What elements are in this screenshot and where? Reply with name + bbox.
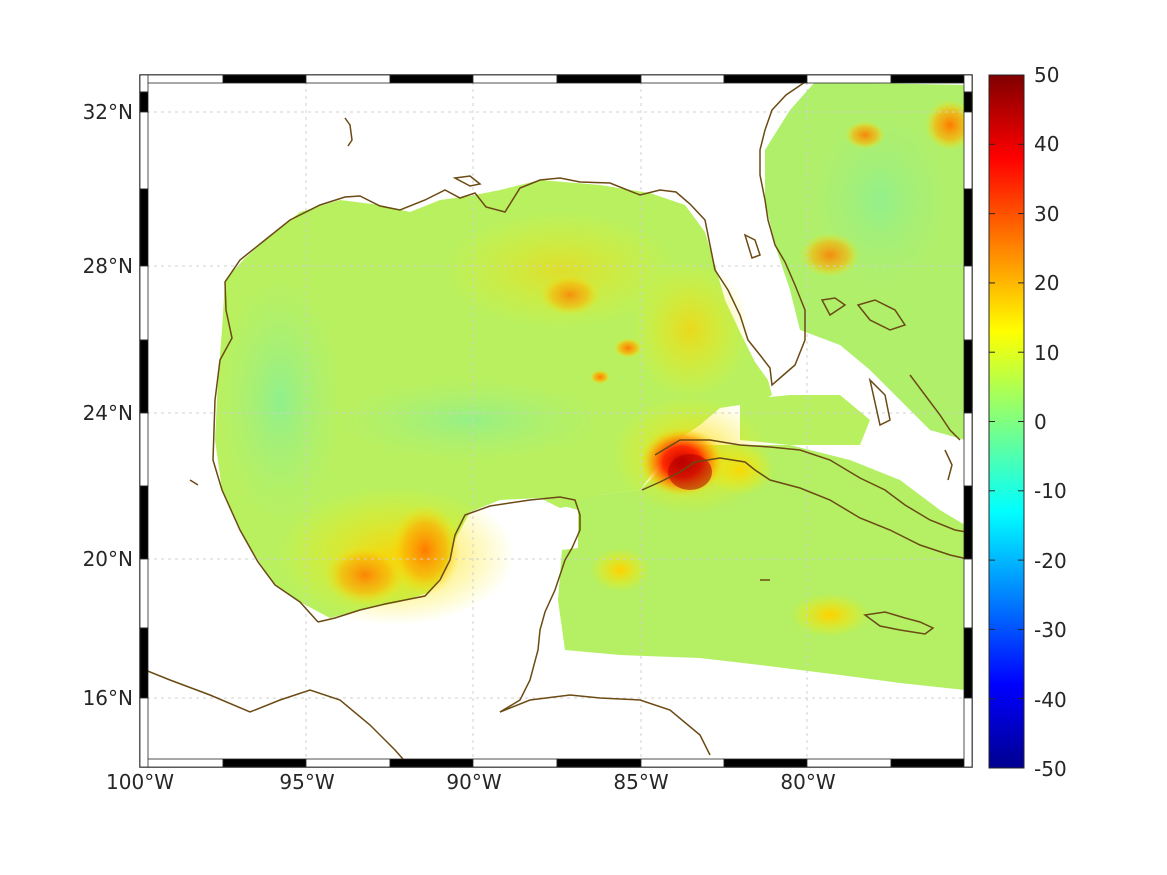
map-grid xyxy=(140,75,972,767)
colorbar-label-30: 30 xyxy=(1034,202,1059,226)
colorbar-ticks xyxy=(989,74,1024,769)
colorbar-label-minus-20: -20 xyxy=(1034,549,1067,573)
lat-label-24n: 24°N xyxy=(83,401,133,425)
border-segment-right xyxy=(963,91,973,113)
border-segment-left xyxy=(139,265,149,341)
border-segment-left xyxy=(139,558,149,629)
border-segment-top xyxy=(139,74,224,84)
field-anomalies xyxy=(220,100,972,637)
lon-label-90w: 90°W xyxy=(446,770,501,794)
border-segment-right xyxy=(963,485,973,560)
border-segment-left xyxy=(139,627,149,699)
colorbar-label-minus-40: -40 xyxy=(1034,688,1067,712)
latitude-labels: 32°N 28°N 24°N 20°N 16°N xyxy=(83,100,133,710)
longitude-labels: 100°W 95°W 90°W 85°W 80°W xyxy=(106,770,836,794)
border-segment-top xyxy=(723,74,808,84)
coastline xyxy=(140,75,972,767)
border-segment-left xyxy=(139,697,149,768)
colorbar-label-minus-50: -50 xyxy=(1034,757,1067,781)
border-segment-bottom xyxy=(723,758,808,768)
lat-label-32n: 32°N xyxy=(83,100,133,124)
border-segment-bottom xyxy=(139,758,224,768)
lon-label-100w: 100°W xyxy=(106,770,174,794)
colorbar-label-minus-10: -10 xyxy=(1034,479,1067,503)
lat-label-28n: 28°N xyxy=(83,254,133,278)
colorbar-label-10: 10 xyxy=(1034,341,1059,365)
lon-label-85w: 85°W xyxy=(613,770,668,794)
colorbar-label-50: 50 xyxy=(1034,63,1059,87)
border-segment-right xyxy=(963,111,973,190)
straits-field-region xyxy=(740,395,870,445)
border-segment-bottom xyxy=(389,758,474,768)
border-segment-right xyxy=(963,558,973,629)
border-segment-bottom xyxy=(806,758,892,768)
border-segment-left xyxy=(139,111,149,190)
lat-label-16n: 16°N xyxy=(83,686,133,710)
border-segment-right xyxy=(963,188,973,267)
border-segment-bottom xyxy=(305,758,391,768)
border-segment-top xyxy=(640,74,725,84)
border-segment-right xyxy=(963,265,973,341)
border-segment-top xyxy=(222,74,307,84)
border-segment-right xyxy=(963,339,973,414)
border-segment-left xyxy=(139,188,149,267)
border-segment-top xyxy=(890,74,973,84)
colorbar-label-40: 40 xyxy=(1034,132,1059,156)
border-segment-top xyxy=(556,74,642,84)
map-border xyxy=(139,74,973,768)
border-segment-bottom xyxy=(556,758,642,768)
border-segment-top xyxy=(389,74,474,84)
border-segment-bottom xyxy=(472,758,558,768)
colorbar-labels: 50 40 30 20 10 0 -10 -20 -30 -40 -50 xyxy=(1034,63,1067,781)
border-segment-right xyxy=(963,412,973,487)
lon-label-95w: 95°W xyxy=(279,770,334,794)
border-segment-left xyxy=(139,339,149,414)
colorbar-label-20: 20 xyxy=(1034,271,1059,295)
border-segment-top xyxy=(472,74,558,84)
lon-label-80w: 80°W xyxy=(780,770,835,794)
border-segment-top xyxy=(806,74,892,84)
border-segment-right xyxy=(963,627,973,699)
border-segment-bottom xyxy=(640,758,725,768)
colorbar-label-0: 0 xyxy=(1034,410,1047,434)
map-axes: 32°N 28°N 24°N 20°N 16°N 100°W 95°W 90°W… xyxy=(83,74,973,794)
border-segment-left xyxy=(139,412,149,487)
border-segment-right xyxy=(963,74,973,93)
border-segment-right xyxy=(963,697,973,768)
border-segment-left xyxy=(139,91,149,113)
colorbar-label-minus-30: -30 xyxy=(1034,618,1067,642)
border-segment-top xyxy=(305,74,391,84)
sst-field xyxy=(140,75,972,767)
border-segment-bottom xyxy=(222,758,307,768)
border-segment-left xyxy=(139,485,149,560)
colorbar: 50 40 30 20 10 0 -10 -20 -30 -40 -50 xyxy=(988,63,1067,781)
border-segment-bottom xyxy=(890,758,973,768)
lat-label-20n: 20°N xyxy=(83,547,133,571)
border-segment-left xyxy=(139,74,149,93)
